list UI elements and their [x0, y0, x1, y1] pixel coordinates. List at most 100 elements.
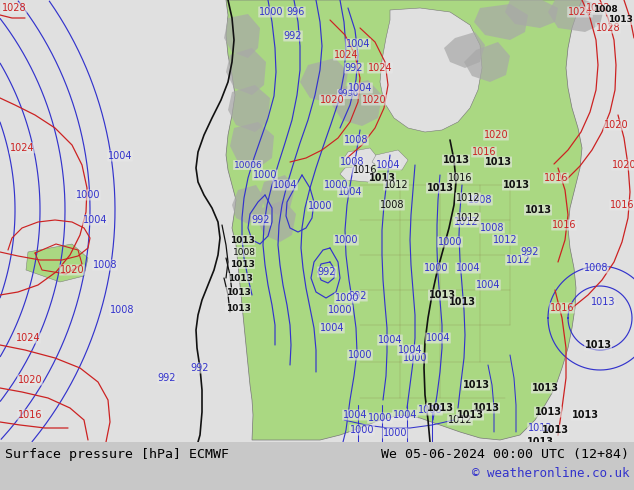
Text: 1013: 1013 — [571, 410, 598, 420]
Text: 1008: 1008 — [480, 223, 504, 233]
Text: 992: 992 — [252, 215, 270, 225]
Text: 1013: 1013 — [456, 410, 484, 420]
Text: 1012: 1012 — [506, 255, 530, 265]
Text: 1024: 1024 — [10, 143, 34, 153]
Text: 1004: 1004 — [108, 151, 133, 161]
Text: 1004: 1004 — [456, 263, 480, 273]
Text: 1000: 1000 — [307, 201, 332, 211]
Text: 1000: 1000 — [335, 293, 359, 303]
Text: 1013: 1013 — [368, 173, 396, 183]
Text: 1032: 1032 — [586, 3, 611, 13]
Text: 1013: 1013 — [228, 273, 252, 283]
Text: 1020: 1020 — [361, 95, 386, 105]
Text: 1008: 1008 — [584, 263, 608, 273]
Text: 1016: 1016 — [353, 165, 377, 175]
Polygon shape — [548, 0, 604, 32]
Text: 1008: 1008 — [418, 405, 443, 415]
Text: 1000: 1000 — [333, 235, 358, 245]
Text: 1013: 1013 — [443, 155, 470, 165]
Text: 1020: 1020 — [612, 160, 634, 170]
Text: 1013: 1013 — [230, 260, 254, 269]
Text: We 05-06-2024 00:00 UTC (12+84): We 05-06-2024 00:00 UTC (12+84) — [381, 448, 629, 461]
Text: 1004: 1004 — [398, 345, 422, 355]
Text: 1000: 1000 — [324, 180, 348, 190]
Text: 10006: 10006 — [233, 161, 262, 170]
Text: 1008: 1008 — [93, 260, 117, 270]
Text: 1013: 1013 — [524, 205, 552, 215]
Text: 1004: 1004 — [392, 410, 417, 420]
Text: 1013: 1013 — [585, 340, 612, 350]
Polygon shape — [444, 32, 485, 68]
Text: 1024: 1024 — [333, 50, 358, 60]
Text: 1004: 1004 — [83, 215, 107, 225]
Text: 1008: 1008 — [344, 135, 368, 145]
Text: 1013: 1013 — [427, 183, 453, 193]
Polygon shape — [230, 122, 274, 168]
Text: 1020: 1020 — [484, 130, 508, 140]
Text: 1000: 1000 — [348, 350, 372, 360]
Text: 1008: 1008 — [380, 200, 404, 210]
Polygon shape — [228, 85, 270, 132]
Text: 1013: 1013 — [526, 437, 553, 447]
Text: 1012: 1012 — [454, 217, 478, 227]
Polygon shape — [474, 4, 528, 40]
Text: 1012: 1012 — [456, 193, 481, 203]
Polygon shape — [332, 80, 382, 126]
Text: 1013: 1013 — [429, 290, 455, 300]
Polygon shape — [464, 42, 510, 82]
Text: 1004: 1004 — [426, 333, 450, 343]
Text: 1024: 1024 — [368, 63, 392, 73]
Text: 1008: 1008 — [233, 247, 256, 256]
Text: 1016: 1016 — [550, 303, 574, 313]
Text: 1012: 1012 — [448, 415, 472, 425]
Text: 1013: 1013 — [484, 157, 512, 167]
Text: 1013: 1013 — [472, 403, 500, 413]
Text: 992: 992 — [349, 291, 367, 301]
Text: 1008: 1008 — [110, 305, 134, 315]
Text: 1008: 1008 — [340, 157, 365, 167]
Text: 1000: 1000 — [437, 237, 462, 247]
Polygon shape — [226, 0, 582, 440]
Text: 1008: 1008 — [593, 5, 618, 15]
Text: 1004: 1004 — [273, 180, 297, 190]
Text: 1013: 1013 — [607, 16, 633, 24]
Bar — [0, 442, 634, 490]
Text: © weatheronline.co.uk: © weatheronline.co.uk — [472, 467, 629, 480]
Text: 1016: 1016 — [472, 147, 496, 157]
Text: 1020: 1020 — [604, 120, 628, 130]
Text: 1016: 1016 — [552, 220, 576, 230]
Text: 1000: 1000 — [424, 263, 448, 273]
Text: 1013: 1013 — [531, 383, 559, 393]
Text: 992: 992 — [191, 363, 209, 373]
Text: 1013: 1013 — [541, 425, 569, 435]
Text: 1000: 1000 — [383, 428, 407, 438]
Text: 1020: 1020 — [320, 95, 344, 105]
Text: 1024: 1024 — [16, 333, 41, 343]
Text: 1020: 1020 — [18, 375, 42, 385]
Text: 1000: 1000 — [328, 305, 353, 315]
Text: 1013: 1013 — [226, 288, 250, 296]
Text: 1013: 1013 — [427, 403, 453, 413]
Text: 1008: 1008 — [468, 195, 492, 205]
Polygon shape — [505, 0, 558, 28]
Text: 1016: 1016 — [18, 410, 42, 420]
Text: 1024: 1024 — [567, 7, 592, 17]
Text: 992: 992 — [345, 63, 363, 73]
Text: 1013: 1013 — [448, 297, 476, 307]
Text: 1004: 1004 — [346, 39, 370, 49]
Text: 1013: 1013 — [230, 236, 254, 245]
Text: 1000: 1000 — [75, 190, 100, 200]
Text: 1012: 1012 — [456, 213, 481, 223]
Text: 1004: 1004 — [338, 187, 362, 197]
Text: 1016: 1016 — [448, 173, 472, 183]
Text: 1004: 1004 — [343, 410, 367, 420]
Text: 1004: 1004 — [348, 83, 372, 93]
Text: 1012: 1012 — [384, 180, 408, 190]
Text: 1000: 1000 — [368, 413, 392, 423]
Text: 992: 992 — [318, 267, 336, 277]
Text: 1013: 1013 — [226, 303, 250, 313]
Text: 9996: 9996 — [337, 90, 359, 98]
Polygon shape — [340, 165, 375, 182]
Text: 1013: 1013 — [462, 380, 489, 390]
Text: 992: 992 — [158, 373, 176, 383]
